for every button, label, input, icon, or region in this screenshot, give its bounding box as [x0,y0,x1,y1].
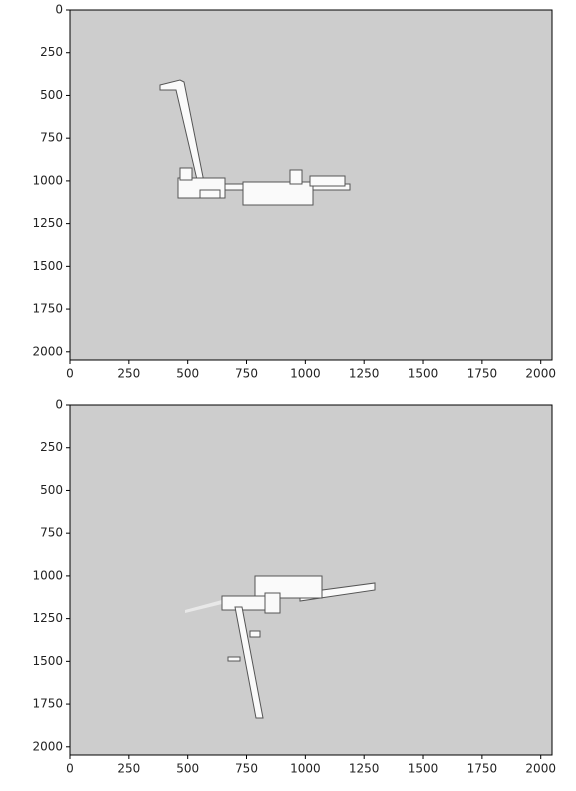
page: 0250500750100012501500175020000250500750… [0,0,576,791]
x-tick-label: 0 [66,367,74,381]
y-tick-label: 1500 [32,654,63,668]
x-tick-label: 0 [66,762,74,776]
x-tick-label: 1750 [467,762,498,776]
x-tick-label: 500 [176,367,199,381]
y-tick-label: 1250 [32,216,63,230]
x-tick-label: 750 [235,367,258,381]
x-tick-label: 1500 [408,367,439,381]
y-tick-label: 2000 [32,739,63,753]
x-tick-label: 250 [117,367,140,381]
x-tick-label: 1500 [408,762,439,776]
x-tick-label: 2000 [525,367,556,381]
y-tick-label: 1250 [32,611,63,625]
y-tick-label: 1750 [32,302,63,316]
x-tick-label: 1000 [290,367,321,381]
x-tick-label: 750 [235,762,258,776]
y-tick-label: 0 [55,3,63,17]
y-tick-label: 1750 [32,697,63,711]
y-tick-label: 1000 [32,568,63,582]
x-tick-label: 500 [176,762,199,776]
x-tick-label: 1250 [349,762,380,776]
y-tick-label: 500 [40,88,63,102]
y-tick-label: 250 [40,45,63,59]
x-tick-label: 2000 [525,762,556,776]
y-tick-label: 0 [55,398,63,412]
y-tick-label: 750 [40,131,63,145]
y-tick-label: 750 [40,526,63,540]
y-tick-label: 500 [40,483,63,497]
y-tick-label: 2000 [32,344,63,358]
y-tick-label: 1000 [32,173,63,187]
y-tick-label: 250 [40,440,63,454]
x-tick-label: 1250 [349,367,380,381]
y-tick-label: 1500 [32,259,63,273]
x-tick-label: 1000 [290,762,321,776]
x-tick-label: 250 [117,762,140,776]
x-tick-label: 1750 [467,367,498,381]
